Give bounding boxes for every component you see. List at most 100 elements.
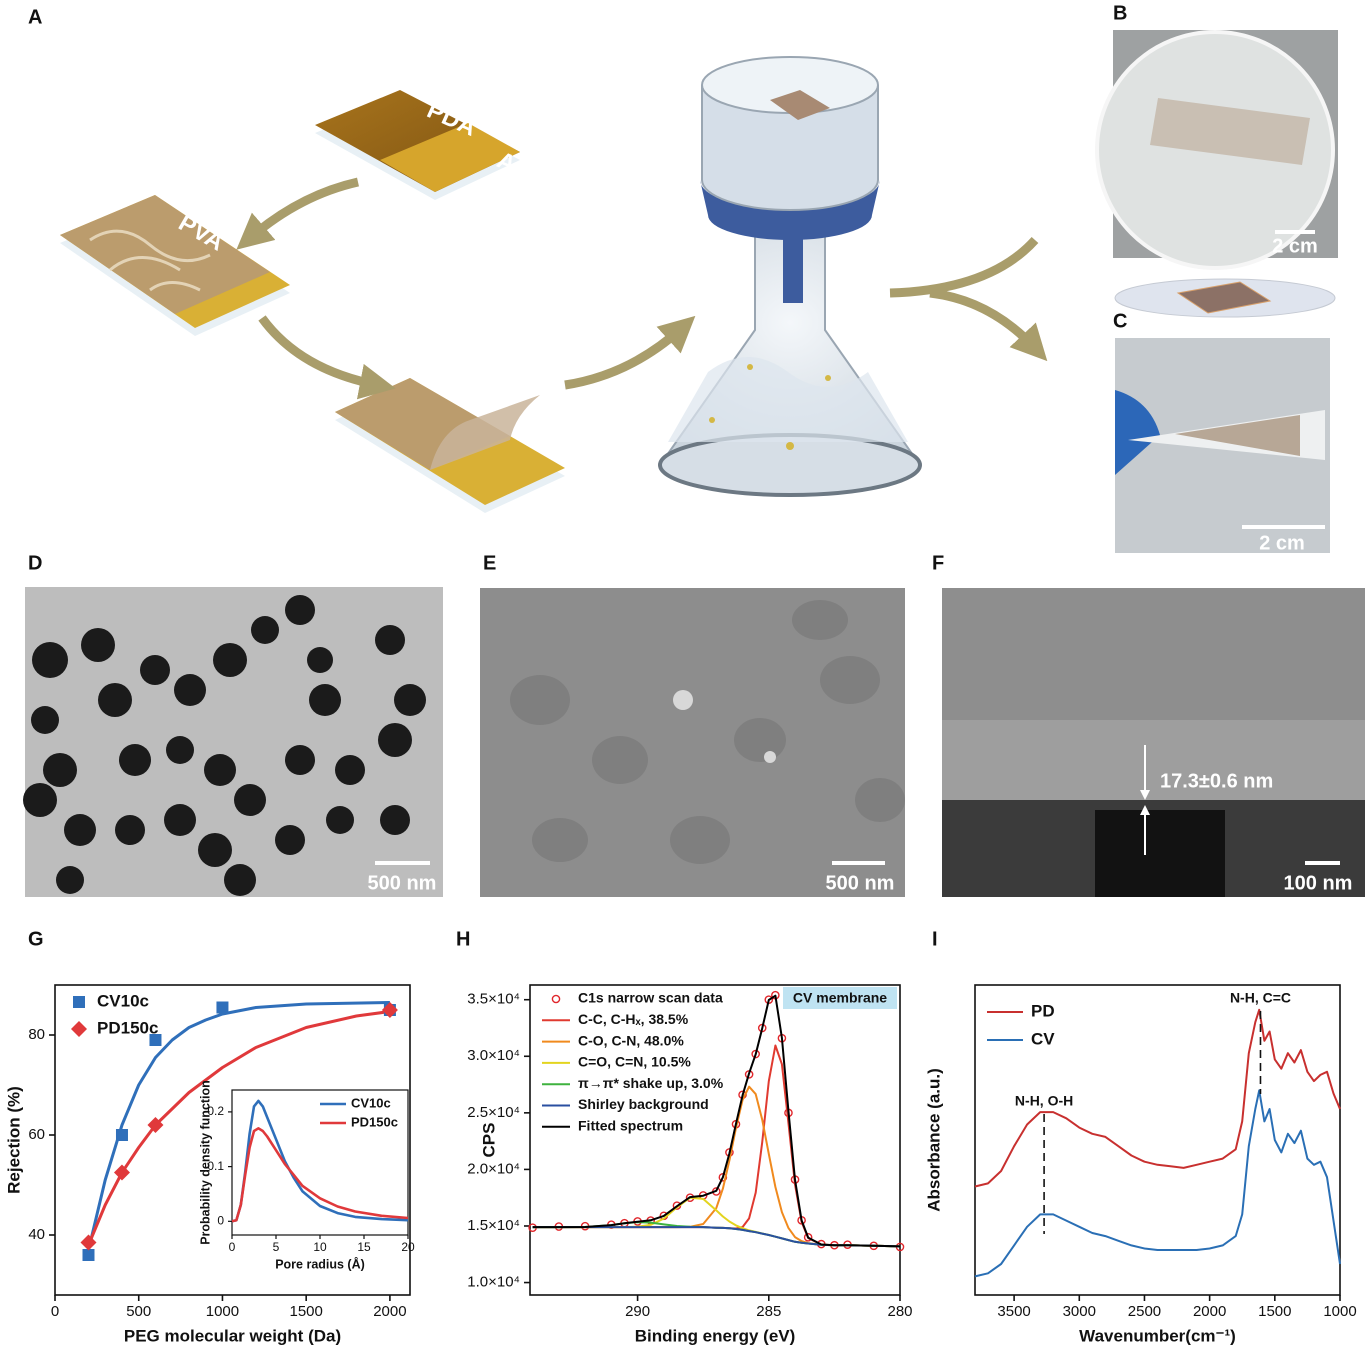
plot-frame <box>54 984 411 1296</box>
photo-part <box>1115 390 1160 475</box>
photo-part <box>1175 415 1300 456</box>
legend-label: Shirley background <box>578 1096 709 1112</box>
sem-image-part-part <box>380 805 410 835</box>
legend-marker <box>551 994 561 1004</box>
sem-image-part-part <box>213 643 247 677</box>
data-line <box>974 1089 1341 1278</box>
y-tick-label: 1.5×10⁴ <box>467 1217 520 1234</box>
sem-image-part: 100 nm <box>1284 872 1353 894</box>
sem-image-part-part <box>56 866 84 894</box>
schematic-part <box>236 177 359 250</box>
data-line <box>231 1127 409 1223</box>
legend-marker <box>71 1021 87 1037</box>
x-tick-label: 15 <box>357 1240 371 1254</box>
sem-image-part: 500 nm <box>368 872 437 894</box>
schematic: PDA Au PVA <box>60 56 1035 513</box>
x-tick-label: 500 <box>126 1303 151 1320</box>
sem-image-part <box>510 600 905 864</box>
legend-label: C=O, C=N, 10.5% <box>578 1054 691 1070</box>
data-line <box>532 994 901 1248</box>
sem-image-part: 500 nm <box>826 872 895 894</box>
x-tick-label: 1500 <box>289 1303 322 1320</box>
panel-letter-part: F <box>932 552 944 574</box>
x-tick-label: 5 <box>273 1240 280 1254</box>
photo-part: 2 cm <box>1272 235 1318 257</box>
x-tick-label: 20 <box>401 1240 415 1254</box>
y-tick-label: 3.0×10⁴ <box>467 1047 520 1064</box>
schematic-part <box>786 442 794 450</box>
schematic-part <box>825 375 831 381</box>
fit-line <box>87 1010 391 1246</box>
x-axis-label: Binding energy (eV) <box>635 1326 796 1345</box>
schematic-part <box>430 395 540 470</box>
sem-image-part-part <box>166 736 194 764</box>
sem-image-part-part <box>23 783 57 817</box>
sem-image-part-part <box>98 683 132 717</box>
legend-label: PD150c <box>97 1018 158 1037</box>
sem-image-part-part <box>174 674 206 706</box>
panel-letter-part: A <box>28 6 42 28</box>
y-tick-label: 0.2 <box>207 1104 224 1118</box>
x-tick-label: 280 <box>887 1303 912 1320</box>
legend-label: PD <box>1031 1001 1055 1020</box>
sem-image-part-part <box>394 684 426 716</box>
panel-letter-part: H <box>456 928 470 950</box>
legend-label: PD150c <box>351 1114 398 1129</box>
x-axis-label: PEG molecular weight (Da) <box>124 1326 341 1345</box>
sem-image-part-part <box>285 595 315 625</box>
sem-image-part-part <box>234 784 266 816</box>
legend-label: C1s narrow scan data <box>578 990 723 1006</box>
y-tick-label: 40 <box>28 1226 45 1243</box>
schematic-part <box>89 229 211 292</box>
legend-label: C-O, C-N, 48.0% <box>578 1032 684 1048</box>
y-tick-label: 60 <box>28 1126 45 1143</box>
sem-image-part <box>764 751 776 763</box>
sem-image-part-part <box>592 736 648 784</box>
sem-image-part-part <box>251 616 279 644</box>
sem-image: 500 nm <box>23 587 443 897</box>
annotation-box <box>783 987 897 1009</box>
x-tick-label: 2000 <box>373 1303 406 1320</box>
x-tick-label: 1000 <box>1323 1303 1356 1320</box>
y-axis-label: Absorbance (a.u.) <box>924 1068 943 1212</box>
data-point <box>80 1234 97 1251</box>
sem-image-part-part <box>792 600 848 640</box>
y-axis-label: Probability density function <box>198 1080 212 1245</box>
y-axis-label: CPS <box>479 1123 498 1158</box>
sem-image-part-part <box>335 755 365 785</box>
panel-letter: A B C D E F G H I <box>28 2 1127 950</box>
y-tick-label: 1.0×10⁴ <box>467 1274 520 1291</box>
schematic-part <box>783 215 803 303</box>
sem-image-part-part <box>510 675 570 725</box>
data-line <box>532 1226 901 1248</box>
sem-image-part-part <box>31 706 59 734</box>
x-axis-label: Pore radius (Å) <box>275 1256 365 1271</box>
x-tick-label: 290 <box>625 1303 650 1320</box>
photo-part <box>1176 281 1272 314</box>
sem-image-part-part <box>275 825 305 855</box>
sem-image-part <box>23 595 426 896</box>
photo: 2 cm <box>1095 30 1338 318</box>
schematic-part <box>380 123 520 192</box>
panel-letter-part: D <box>28 552 42 574</box>
sem-image: 17.3±0.6 nm 100 nm <box>942 588 1365 897</box>
sem-image-part-part <box>164 804 196 836</box>
sem-image-part-part <box>670 816 730 864</box>
y-tick-label: 0 <box>217 1213 224 1227</box>
x-tick-label: 1000 <box>206 1303 239 1320</box>
x-tick-label: 0 <box>229 1240 236 1254</box>
y-tick-label: 0.1 <box>207 1159 224 1173</box>
y-axis-label: Rejection (%) <box>4 1086 23 1194</box>
plot-frame <box>529 984 901 1296</box>
plot-frame <box>974 984 1341 1296</box>
sem-image-part-part <box>115 815 145 845</box>
photo: 2 cm <box>1115 338 1330 554</box>
sem-image-part-part <box>820 656 880 704</box>
sem-image-part-part <box>855 778 905 822</box>
schematic-part <box>668 357 908 442</box>
x-tick-label: 285 <box>756 1303 781 1320</box>
sem-image-part-part <box>375 625 405 655</box>
data-point <box>115 1129 128 1141</box>
sem-image-part-part <box>326 806 354 834</box>
